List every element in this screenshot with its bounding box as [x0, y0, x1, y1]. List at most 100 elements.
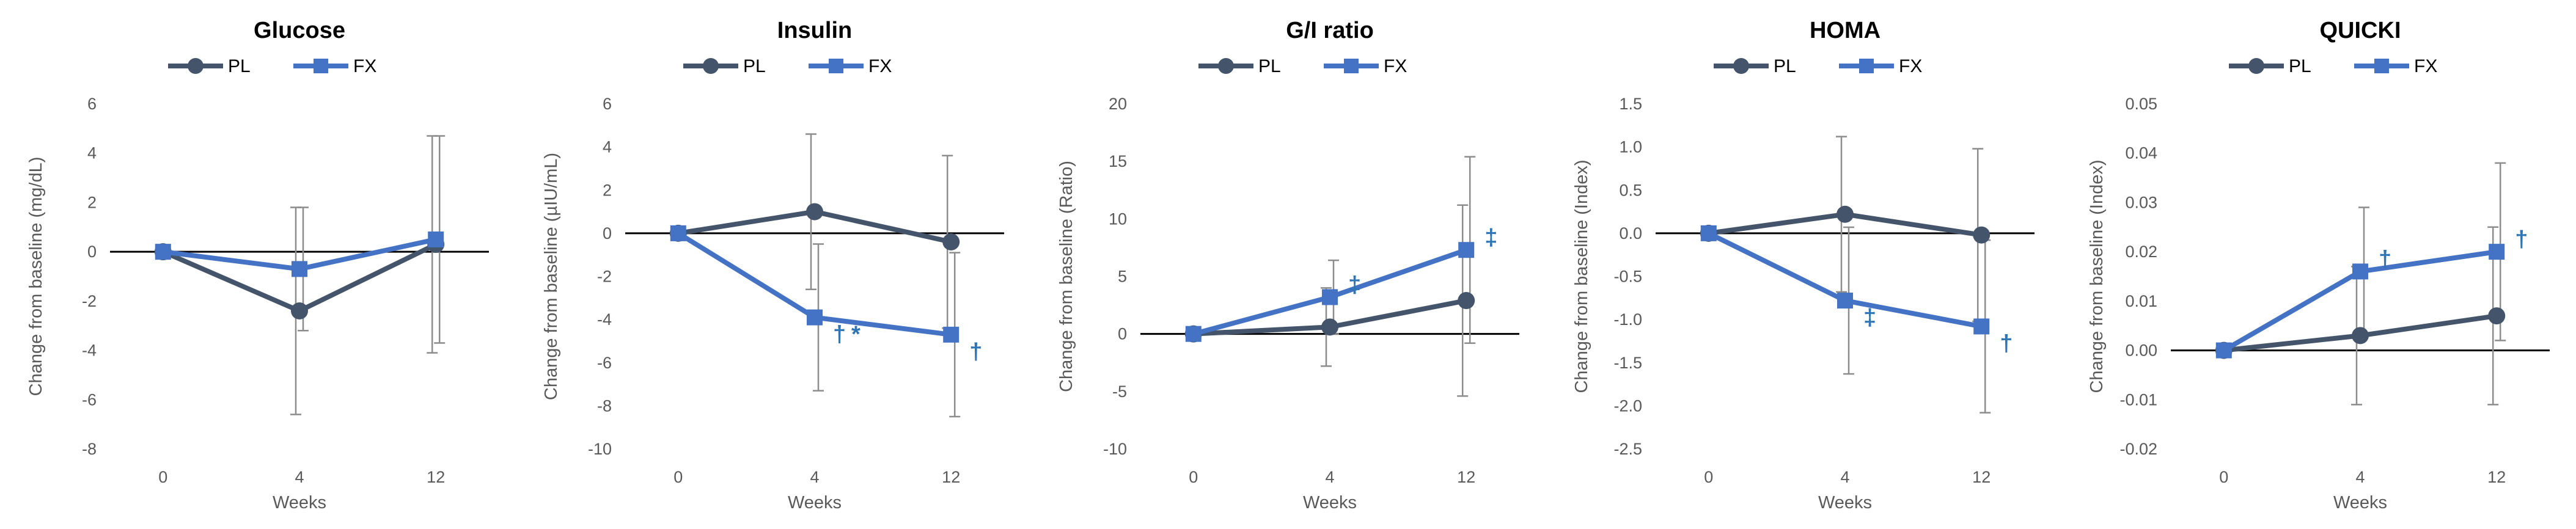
data-point-pl: [2352, 327, 2369, 345]
legend: PL FX: [683, 56, 892, 76]
significance-mark: ‡: [1484, 225, 1497, 250]
legend-marker-pl: [1733, 58, 1749, 74]
legend-marker-pl: [188, 58, 204, 74]
chart-title: Insulin: [777, 18, 852, 43]
legend-marker-fx: [2374, 59, 2389, 73]
y-tick-label: -0.01: [2119, 390, 2157, 409]
y-tick-label: 5: [1118, 268, 1127, 286]
y-tick-label: 0.02: [2125, 243, 2157, 261]
chart-title: HOMA: [1810, 18, 1881, 43]
data-point-pl: [806, 203, 823, 221]
legend: PL FX: [1198, 56, 1407, 76]
y-tick-label: -10: [588, 440, 612, 458]
y-axis-title: Change from baseline (Index): [1572, 159, 1591, 393]
significance-mark: †: [969, 339, 982, 365]
y-axis-title: Change from baseline (Index): [2087, 159, 2107, 393]
y-tick-label: 2: [87, 193, 97, 211]
y-axis-title: Change from baseline (mg/dL): [26, 157, 46, 396]
y-axis-title: Change from baseline (Ratio): [1057, 161, 1076, 392]
legend-label: FX: [868, 56, 892, 76]
significance-mark: *: [851, 322, 861, 348]
x-tick-label: 12: [2487, 468, 2506, 486]
legend: PL FX: [1714, 56, 1922, 76]
legend-marker-fx: [829, 59, 843, 73]
data-point-fx: [155, 244, 171, 260]
y-tick-label: -2: [597, 268, 612, 286]
y-tick-label: 0: [87, 243, 97, 261]
chart-title: G/I ratio: [1286, 18, 1374, 43]
data-point-fx: [2352, 263, 2368, 280]
y-tick-label: 0.00: [2125, 341, 2157, 360]
legend-marker-fx: [1344, 59, 1359, 73]
y-tick-label: -1.5: [1613, 354, 1642, 372]
y-tick-label: -1.0: [1613, 310, 1642, 329]
x-axis-title: Weeks: [1303, 493, 1357, 513]
significance-mark: †: [2379, 246, 2391, 272]
y-tick-label: 2: [603, 181, 612, 199]
legend: PL FX: [2229, 56, 2437, 76]
data-point-pl: [1837, 205, 1854, 223]
y-tick-label: 4: [603, 138, 612, 156]
y-axis-title: Change from baseline (µIU/mL): [541, 153, 561, 400]
data-point-fx: [2489, 244, 2505, 260]
x-tick-label: 4: [1325, 468, 1334, 486]
y-tick-label: -8: [597, 396, 612, 415]
y-tick-label: -0.5: [1613, 268, 1642, 286]
data-point-pl: [1321, 318, 1338, 336]
significance-mark: ‡: [1863, 305, 1876, 330]
y-tick-label: 1.5: [1619, 95, 1642, 113]
legend-label: PL: [228, 56, 251, 76]
x-tick-label: 0: [673, 468, 683, 486]
legend-label: PL: [1774, 56, 1796, 76]
y-tick-label: 0: [603, 224, 612, 243]
data-point-fx: [1700, 225, 1717, 241]
y-tick-label: -2.5: [1613, 440, 1642, 458]
y-tick-label: 0.01: [2125, 292, 2157, 310]
x-tick-label: 12: [942, 468, 960, 486]
chart-title: Glucose: [254, 18, 345, 43]
significance-mark: †: [2515, 227, 2528, 252]
data-point-fx: [943, 326, 960, 343]
significance-mark: ‡: [1348, 272, 1361, 297]
legend-marker-pl: [2248, 58, 2264, 74]
x-axis-title: Weeks: [2333, 493, 2387, 513]
legend-label: PL: [2289, 56, 2311, 76]
series-line-pl: [162, 242, 437, 313]
y-tick-label: -8: [82, 440, 97, 458]
y-tick-label: 20: [1109, 95, 1127, 113]
y-tick-label: -4: [597, 310, 612, 329]
y-tick-label: 4: [87, 144, 97, 162]
data-point-fx: [1973, 318, 1990, 335]
legend-label: FX: [1384, 56, 1407, 76]
y-tick-label: 0.04: [2125, 144, 2157, 162]
legend-label: PL: [743, 56, 766, 76]
series-line-fx: [1708, 231, 1982, 329]
legend-label: PL: [1258, 56, 1281, 76]
data-point-fx: [1458, 242, 1475, 258]
chart-2: Insulin PL FX -10 -8 -6 -4 -2 0 2 4 6 Change from ba…: [541, 18, 1004, 513]
data-point-fx: [2215, 342, 2232, 359]
data-point-pl: [291, 302, 308, 319]
data-point-pl: [2488, 307, 2506, 325]
y-tick-label: 0.5: [1619, 181, 1642, 199]
data-point-pl: [1458, 292, 1475, 310]
legend-marker-fx: [314, 59, 328, 73]
significance-mark: †: [2000, 330, 2013, 356]
x-axis-title: Weeks: [1818, 493, 1872, 513]
legend-marker-pl: [1218, 58, 1234, 74]
y-tick-label: -0.02: [2119, 440, 2157, 458]
y-tick-label: -10: [1103, 440, 1127, 458]
y-tick-label: -2.0: [1613, 396, 1642, 415]
x-tick-label: 0: [1189, 468, 1198, 486]
y-tick-label: 0.05: [2125, 95, 2157, 113]
data-point-pl: [942, 233, 960, 250]
y-tick-label: 15: [1109, 152, 1127, 170]
y-tick-label: -6: [82, 390, 97, 409]
legend-label: FX: [353, 56, 376, 76]
chart-5: QUICKI PL FX -0.02 -0.01 0.00 0.01 0.02 0.03 0.04…: [2087, 18, 2550, 513]
x-tick-label: 4: [2355, 468, 2365, 486]
legend-label: FX: [2414, 56, 2437, 76]
chart-title: QUICKI: [2320, 18, 2401, 43]
